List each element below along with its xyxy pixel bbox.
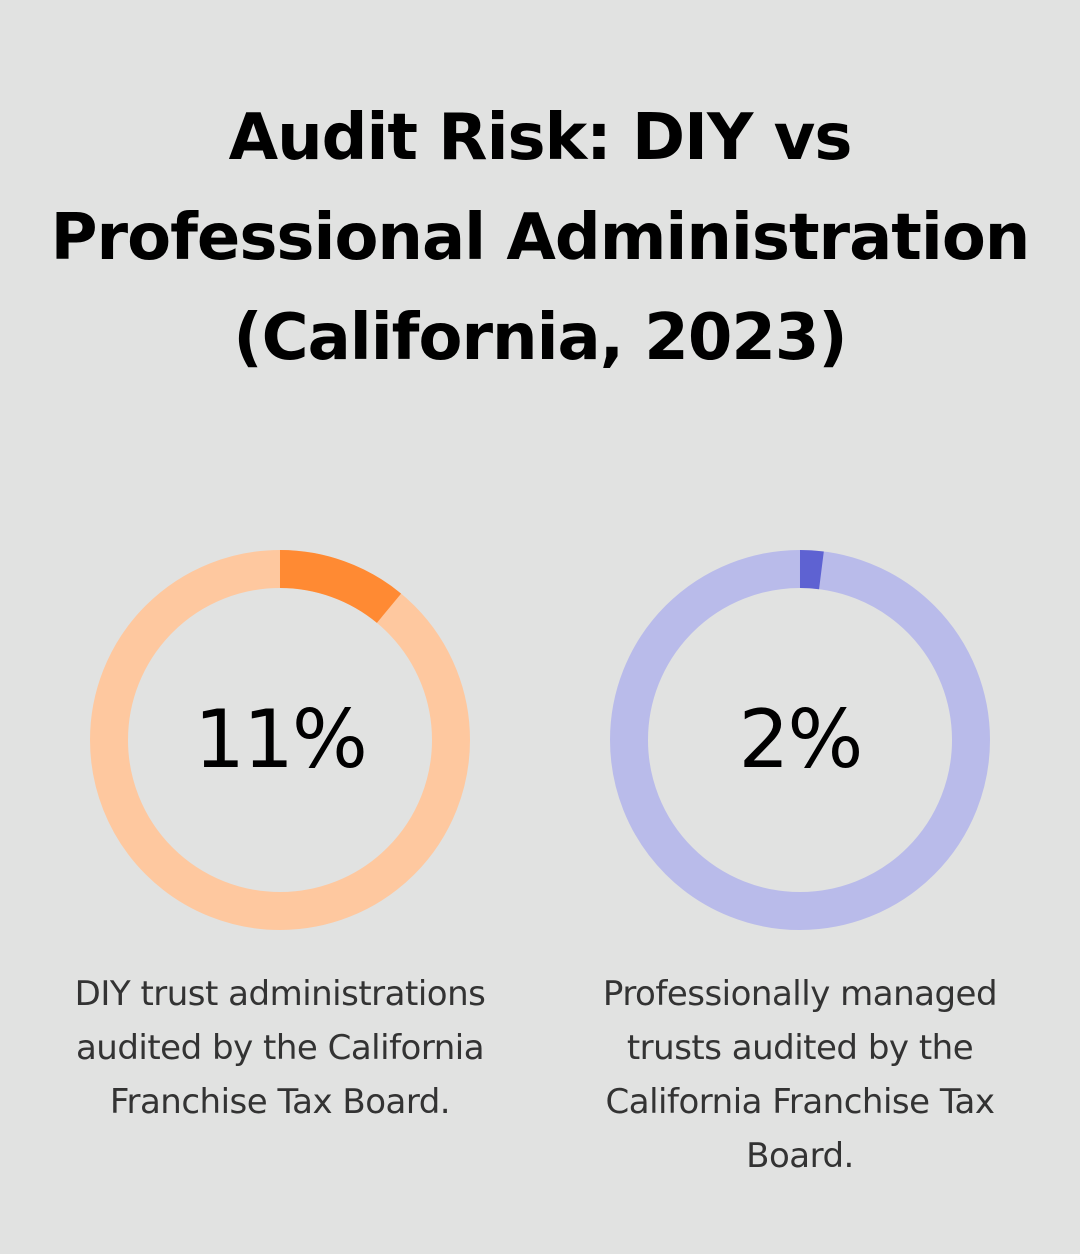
- caption-professional: Professionally managed trusts audited by…: [602, 974, 998, 1176]
- chart-title: Audit Risk: DIY vs Professional Administ…: [50, 101, 1031, 375]
- donut-slice-diy: [279, 550, 402, 624]
- donut-chart-professional: [610, 550, 990, 930]
- donut-slice-professional: [799, 550, 824, 590]
- donut-chart-diy: [90, 550, 470, 930]
- caption-diy: DIY trust administrations audited by the…: [74, 974, 486, 1122]
- value-label-diy: 11%: [194, 693, 368, 786]
- value-label-professional: 2%: [738, 693, 864, 786]
